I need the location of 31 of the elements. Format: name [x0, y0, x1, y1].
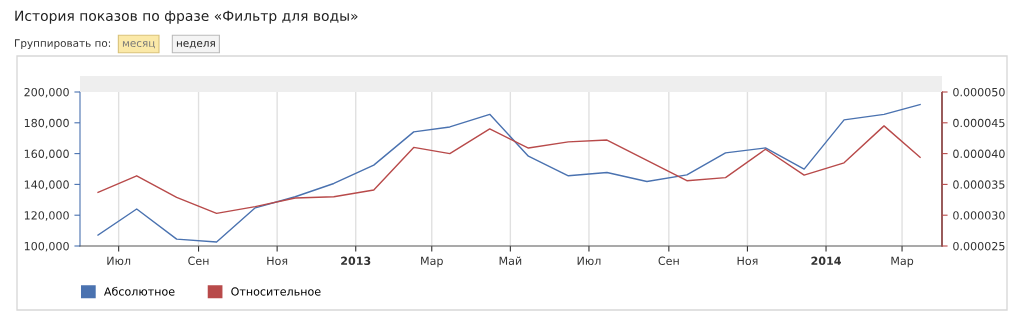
- text: неделя: [176, 41, 215, 49]
- chart-title: История показов по фразе «Фильтр для воды»: [15, 10, 358, 24]
- x-tick-label: Июл: [577, 256, 601, 266]
- x-tick-label: Май: [499, 256, 522, 266]
- y2-tick-label: 0.000050: [953, 87, 1005, 97]
- text: месяц: [122, 41, 155, 49]
- x-tick-label: 2013: [341, 256, 371, 266]
- y-tick-label: 200,000: [24, 87, 69, 98]
- x-tick-label: Ноя: [737, 256, 758, 266]
- y-tick-label: 120,000: [24, 211, 69, 221]
- line-series: [97, 103, 921, 243]
- y-tick-label: 160,000: [24, 149, 69, 160]
- x-tick-label: Сен: [658, 256, 679, 266]
- y-tick-label: 180,000: [24, 118, 69, 129]
- y2-tick-label: 0.000025: [953, 241, 1005, 251]
- text: Группировать по:: [15, 39, 111, 50]
- x-tick-label: Мар: [421, 256, 443, 268]
- x-tick-label: Мар: [891, 256, 914, 268]
- line-series: [97, 125, 921, 215]
- y2-tick-label: 0.000045: [953, 118, 1005, 128]
- legend-label: Абсолютное: [103, 286, 175, 296]
- y2-tick-label: 0.000030: [953, 211, 1005, 220]
- x-tick-label: Сен: [188, 256, 209, 266]
- x-tick-label: 2014: [811, 256, 841, 266]
- y-tick-label: 100,000: [24, 241, 69, 252]
- y2-tick-label: 0.000035: [953, 180, 1005, 189]
- x-tick-label: Ноя: [267, 256, 288, 266]
- x-tick-label: Июл: [107, 256, 131, 266]
- legend-label: Относительное: [231, 287, 321, 296]
- y-tick-label: 140,000: [24, 180, 69, 190]
- y2-tick-label: 0.000040: [953, 149, 1005, 158]
